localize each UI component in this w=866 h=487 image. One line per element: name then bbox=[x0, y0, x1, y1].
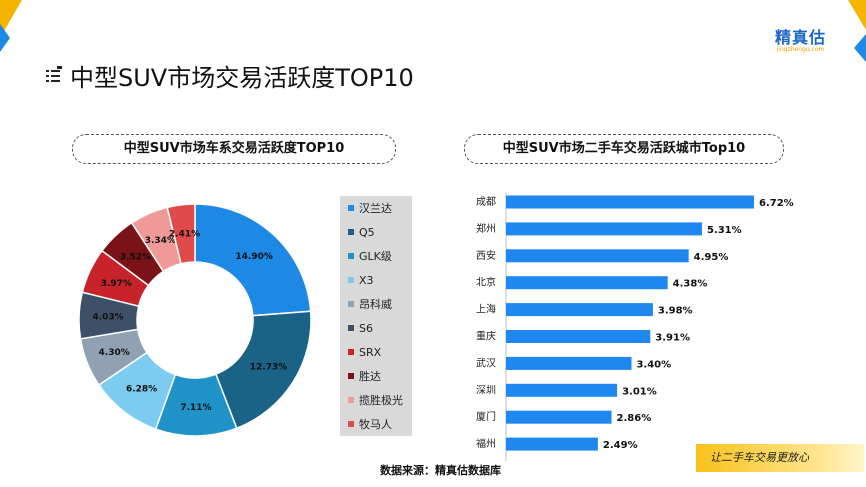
bar-7 bbox=[506, 383, 618, 397]
bar-value-label-0: 6.72% bbox=[759, 198, 794, 209]
bar-4 bbox=[506, 303, 653, 317]
legend-item: 揽胜极光 bbox=[340, 388, 412, 412]
page-title: 中型SUV市场交易活跃度TOP10 bbox=[70, 64, 414, 92]
legend-swatch bbox=[348, 277, 354, 283]
legend-label: X3 bbox=[359, 273, 374, 287]
donut-slice-4 bbox=[79, 328, 148, 387]
donut-slice-label-1: 12.73% bbox=[250, 363, 288, 373]
legend-label: S6 bbox=[359, 321, 373, 335]
bar-category-label-7: 深圳 bbox=[476, 384, 496, 396]
legend-item: SRX bbox=[340, 340, 412, 364]
bar-value-label-9: 2.49% bbox=[603, 440, 638, 451]
donut-slice-1 bbox=[214, 310, 312, 430]
legend-label: GLK级 bbox=[359, 250, 392, 263]
legend-item: X3 bbox=[340, 268, 412, 292]
slogan-banner: 让二手车交易更放心 bbox=[696, 444, 864, 472]
bar-category-label-8: 厦门 bbox=[476, 410, 496, 423]
donut-slice-6 bbox=[81, 249, 150, 308]
legend-swatch bbox=[348, 205, 354, 211]
legend-swatch bbox=[348, 253, 354, 259]
donut-slice-label-6: 3.97% bbox=[101, 279, 132, 289]
legend-swatch bbox=[348, 229, 354, 235]
bar-value-label-4: 3.98% bbox=[658, 306, 693, 317]
bar-value-label-1: 5.31% bbox=[707, 225, 742, 236]
bar-category-label-6: 武汉 bbox=[476, 356, 496, 369]
bar-value-label-3: 4.38% bbox=[673, 279, 708, 290]
legend-item: 昂科威 bbox=[340, 292, 412, 316]
legend-swatch bbox=[348, 373, 354, 379]
brand-logo: 精真估 jingzhengu.com bbox=[775, 24, 826, 53]
legend-label: 汉兰达 bbox=[359, 202, 392, 215]
legend-label: 牧马人 bbox=[359, 418, 392, 431]
bar-2 bbox=[506, 249, 689, 263]
legend-swatch bbox=[348, 325, 354, 331]
donut-slice-label-9: 2.41% bbox=[169, 230, 200, 240]
legend-item: S6 bbox=[340, 316, 412, 340]
donut-slice-2 bbox=[154, 373, 238, 437]
donut-chart-title: 中型SUV市场车系交易活跃度TOP10 bbox=[72, 134, 396, 164]
donut-slice-label-2: 7.11% bbox=[180, 403, 211, 413]
logo-subtext: jingzhengu.com bbox=[776, 46, 825, 53]
donut-slice-label-3: 6.28% bbox=[126, 385, 157, 395]
bar-value-label-7: 3.01% bbox=[622, 386, 657, 397]
bar-category-label-2: 西安 bbox=[476, 249, 496, 262]
bar-category-label-0: 成都 bbox=[476, 196, 496, 208]
donut-slice-8 bbox=[130, 206, 183, 273]
donut-slice-7 bbox=[100, 221, 165, 287]
corner-decoration-blue-right bbox=[854, 34, 866, 62]
donut-slice-label-8: 3.34% bbox=[145, 236, 176, 246]
bar-category-label-1: 郑州 bbox=[476, 222, 496, 235]
donut-legend: 汉兰达 Q5 GLK级 X3 昂科威 S6 SRX 胜达揽胜极光牧马人 bbox=[340, 196, 412, 436]
bar-value-label-6: 3.40% bbox=[636, 359, 671, 370]
corner-decoration-blue bbox=[0, 24, 10, 52]
legend-swatch bbox=[348, 349, 354, 355]
legend-swatch bbox=[348, 301, 354, 307]
legend-label: 胜达 bbox=[359, 370, 381, 383]
bar-3 bbox=[506, 276, 668, 290]
corner-decoration-yellow-right bbox=[848, 0, 866, 30]
page-header: 中型SUV市场交易活跃度TOP10 bbox=[46, 58, 414, 93]
donut-slice-3 bbox=[97, 351, 177, 431]
bar-6 bbox=[506, 356, 632, 370]
bar-value-label-2: 4.95% bbox=[694, 252, 729, 263]
bar-value-label-8: 2.86% bbox=[617, 413, 652, 424]
legend-item: 胜达 bbox=[340, 364, 412, 388]
legend-item: GLK级 bbox=[340, 244, 412, 268]
legend-item: Q5 bbox=[340, 220, 412, 244]
donut-slice-label-4: 4.30% bbox=[99, 348, 130, 358]
bar-category-label-9: 福州 bbox=[476, 437, 496, 450]
bar-9 bbox=[506, 437, 598, 451]
donut-slice-label-0: 14.90% bbox=[235, 252, 273, 262]
donut-slice-9 bbox=[166, 203, 196, 265]
legend-swatch bbox=[348, 421, 354, 427]
bar-1 bbox=[506, 222, 702, 236]
bar-5 bbox=[506, 330, 651, 343]
bar-8 bbox=[506, 410, 612, 424]
data-source: 数据来源：精真估数据库 bbox=[380, 464, 501, 477]
donut-slice-5 bbox=[78, 291, 140, 340]
donut-slice-0 bbox=[194, 203, 312, 317]
bar-value-label-5: 3.91% bbox=[655, 333, 690, 344]
bar-category-label-5: 重庆 bbox=[476, 330, 496, 343]
legend-swatch bbox=[348, 397, 354, 403]
bar-category-label-3: 北京 bbox=[476, 276, 496, 289]
bar-chart-title: 中型SUV市场二手车交易活跃城市Top10 bbox=[464, 134, 784, 164]
donut-slice-label-7: 3.52% bbox=[120, 253, 151, 263]
document-icon bbox=[46, 65, 62, 86]
legend-label: SRX bbox=[359, 345, 382, 359]
logo-text: 精真估 bbox=[774, 28, 826, 47]
legend-item: 牧马人 bbox=[340, 412, 412, 436]
legend-label: Q5 bbox=[359, 225, 375, 239]
legend-label: 昂科威 bbox=[359, 298, 392, 311]
legend-label: 揽胜极光 bbox=[359, 394, 403, 407]
donut-slice-label-5: 4.03% bbox=[92, 313, 123, 323]
legend-item: 汉兰达 bbox=[340, 196, 412, 220]
bar-0 bbox=[506, 195, 754, 209]
bar-category-label-4: 上海 bbox=[476, 303, 496, 316]
